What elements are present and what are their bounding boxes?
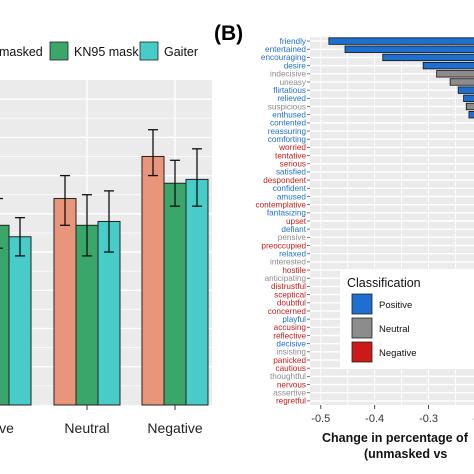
x-tick-label: -0.5	[311, 413, 330, 425]
y-tick-label: flirtatious	[273, 86, 306, 95]
y-tick-label: entertained	[265, 45, 306, 54]
y-tick-label: anticipating	[265, 274, 307, 283]
y-tick-label: regretful	[276, 397, 306, 406]
bar-gaiter	[185, 178, 209, 406]
x-axis-title-line-1: Change in percentage of	[322, 431, 469, 445]
x-tick-label: sitive	[0, 420, 14, 436]
y-tick-label: sceptical	[274, 290, 306, 299]
bar-unmasked	[141, 155, 165, 406]
x-tick-label: -0.4	[365, 413, 384, 425]
x-tick-label: -0.2	[473, 413, 474, 425]
y-tick-label: nervous	[277, 380, 306, 389]
x-tick-label: Negative	[147, 420, 202, 436]
bar-unmasked	[53, 198, 77, 406]
y-tick-label: reassuring	[268, 127, 307, 136]
y-tick-label: interested	[270, 258, 306, 267]
bar-gaiter	[8, 236, 32, 406]
panel-a-bars	[0, 155, 209, 406]
x-tick-label: -0.3	[419, 413, 438, 425]
y-tick-label: hostile	[282, 266, 306, 275]
bar-positive	[468, 111, 474, 119]
y-tick-label: indecisive	[270, 70, 306, 79]
bar-kn95	[0, 224, 10, 406]
bar-positive	[457, 86, 474, 94]
x-axis-title-line-2: (unmasked vs	[364, 447, 447, 461]
y-tick-label: relaxed	[279, 250, 306, 259]
bar-neutral	[465, 102, 474, 111]
y-tick-label: doubtful	[277, 299, 306, 308]
y-tick-label: tentative	[275, 151, 306, 160]
y-tick-label: amused	[277, 192, 307, 201]
y-tick-label: enthused	[272, 110, 306, 119]
panel-a: sitive Neutral Negative nmasked KN95 mask Ga…	[0, 41, 212, 436]
y-tick-label: fantasizing	[267, 209, 307, 218]
y-tick-label: confident	[273, 184, 307, 193]
legend-swatch-gaiter	[139, 41, 159, 61]
y-tick-label: insisting	[276, 348, 306, 357]
y-tick-label: satisfied	[276, 168, 306, 177]
y-tick-label: preoccupied	[261, 241, 306, 250]
bar-kn95	[163, 182, 187, 406]
panel-b-label: (B)	[214, 22, 243, 45]
panel-b-y-tick-labels: friendlyentertainedencouragingdesireinde…	[255, 37, 310, 406]
panel-b-x-axis-title: Change in percentage of (unmasked vs	[322, 431, 469, 461]
y-tick-label: relieved	[277, 94, 306, 103]
y-tick-label: playful	[282, 315, 306, 324]
y-tick-label: distrustful	[271, 282, 306, 291]
bar-neutral	[436, 70, 474, 78]
panel-a-legend: nmasked KN95 mask Gaiter	[0, 41, 198, 61]
legend-swatch-kn95	[49, 41, 69, 61]
y-tick-label: serious	[280, 160, 306, 169]
y-tick-label: defiant	[281, 225, 306, 234]
bar-positive	[463, 94, 474, 103]
legend-swatch-neutral	[351, 317, 373, 339]
y-tick-label: suspicious	[268, 102, 306, 111]
bar-positive	[328, 37, 474, 45]
y-tick-label: accusing	[274, 323, 307, 332]
y-tick-label: contented	[270, 119, 306, 128]
y-tick-label: desire	[284, 61, 307, 70]
legend-label: Gaiter	[164, 45, 198, 59]
panel-b: (B) friendlyentertainedencouragingdesire…	[214, 22, 474, 461]
y-tick-label: thoughtful	[270, 372, 306, 381]
legend-label: nmasked	[0, 45, 43, 59]
panel-a-error-bars	[0, 129, 202, 257]
legend-swatch-positive	[351, 293, 373, 315]
y-tick-label: pensive	[278, 233, 307, 242]
legend-label: KN95 mask	[74, 45, 139, 59]
bar-positive	[422, 61, 474, 70]
y-tick-label: friendly	[280, 37, 307, 46]
y-tick-label: encouraging	[261, 53, 307, 62]
legend-label: Neutral	[379, 324, 410, 335]
y-tick-label: panicked	[273, 356, 306, 365]
y-tick-label: comforting	[268, 135, 307, 144]
panel-b-legend: Classification Positive Neutral Negative	[340, 269, 474, 369]
y-tick-label: upset	[286, 217, 307, 226]
bar-neutral	[449, 78, 474, 86]
y-tick-label: despondent	[263, 176, 307, 185]
y-tick-label: decisive	[276, 339, 306, 348]
y-tick-label: cautious	[276, 364, 307, 373]
legend-label: Negative	[379, 348, 417, 359]
y-tick-label: uneasy	[280, 78, 307, 87]
x-tick-label: Neutral	[64, 420, 109, 436]
legend-swatch-negative	[351, 341, 373, 363]
y-tick-label: contemplative	[255, 200, 306, 209]
y-tick-label: reflective	[273, 331, 306, 340]
bar-positive	[344, 45, 474, 53]
bar-positive	[382, 53, 474, 62]
y-tick-label: worried	[278, 143, 306, 152]
y-tick-label: assertive	[273, 389, 306, 398]
y-tick-label: concerned	[268, 307, 307, 316]
legend-label: Positive	[379, 300, 412, 311]
legend-title: Classification	[347, 276, 421, 290]
panel-b-x-axis: -0.5 -0.4 -0.3 -0.2	[311, 405, 474, 425]
panel-a-x-axis: sitive Neutral Negative	[0, 405, 203, 436]
panel-b-bars	[328, 37, 474, 119]
